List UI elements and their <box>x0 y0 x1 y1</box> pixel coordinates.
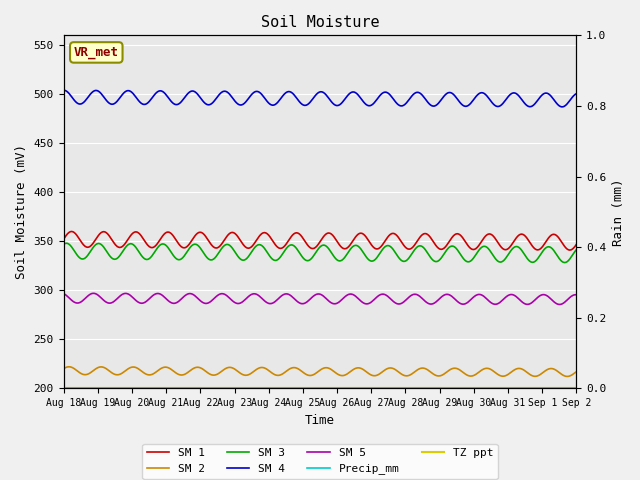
SM 1 <box>325 230 333 236</box>
SM 2 <box>563 373 571 379</box>
Legend: SM 1, SM 2, SM 3, SM 4, SM 5, Precip_mm, TZ ppt: SM 1, SM 2, SM 3, SM 4, SM 5, Precip_mm,… <box>142 444 498 479</box>
SM 5 <box>89 290 97 296</box>
TZ ppt <box>502 385 509 391</box>
SM 3 <box>62 240 70 246</box>
SM 2 <box>572 370 579 375</box>
Line: SM 3: SM 3 <box>63 243 577 263</box>
SM 1 <box>503 247 511 252</box>
TZ ppt <box>77 385 84 391</box>
Y-axis label: Rain (mm): Rain (mm) <box>612 178 625 246</box>
SM 3 <box>325 246 333 252</box>
Precip_mm <box>426 385 433 391</box>
Line: SM 1: SM 1 <box>63 231 577 250</box>
Precip_mm <box>60 385 67 391</box>
SM 3 <box>503 254 511 260</box>
SM 3 <box>573 247 580 252</box>
SM 5 <box>556 301 563 307</box>
SM 1 <box>572 243 579 249</box>
SM 5 <box>60 291 67 297</box>
SM 2 <box>573 369 580 374</box>
SM 2 <box>60 366 67 372</box>
SM 1 <box>60 237 67 242</box>
Precip_mm <box>93 385 101 391</box>
TZ ppt <box>568 385 576 391</box>
Precip_mm <box>573 385 580 391</box>
SM 1 <box>79 240 86 246</box>
SM 1 <box>68 228 76 234</box>
SM 4 <box>324 94 332 99</box>
SM 3 <box>572 248 579 254</box>
SM 1 <box>95 233 102 239</box>
X-axis label: Time: Time <box>305 414 335 427</box>
TZ ppt <box>573 385 580 391</box>
Precip_mm <box>502 385 509 391</box>
SM 5 <box>503 293 511 299</box>
SM 5 <box>325 298 333 304</box>
SM 2 <box>503 372 511 378</box>
Line: SM 2: SM 2 <box>63 367 577 376</box>
TZ ppt <box>93 385 101 391</box>
SM 4 <box>60 87 67 93</box>
SM 3 <box>79 256 86 262</box>
SM 4 <box>558 104 566 110</box>
SM 2 <box>325 365 333 371</box>
SM 5 <box>427 301 435 307</box>
SM 4 <box>570 93 578 98</box>
SM 4 <box>502 97 509 103</box>
SM 4 <box>77 101 84 107</box>
SM 4 <box>573 91 580 96</box>
SM 5 <box>572 292 579 298</box>
Y-axis label: Soil Moisture (mV): Soil Moisture (mV) <box>15 144 28 279</box>
SM 3 <box>427 254 435 260</box>
SM 4 <box>93 88 101 94</box>
Line: SM 5: SM 5 <box>63 293 577 304</box>
SM 2 <box>427 369 435 375</box>
Text: VR_met: VR_met <box>74 46 119 59</box>
SM 4 <box>426 101 433 107</box>
Precip_mm <box>324 385 332 391</box>
Precip_mm <box>77 385 84 391</box>
Title: Soil Moisture: Soil Moisture <box>260 15 380 30</box>
SM 2 <box>95 365 102 371</box>
SM 2 <box>79 371 86 377</box>
SM 5 <box>95 292 102 298</box>
SM 3 <box>95 240 102 246</box>
TZ ppt <box>426 385 433 391</box>
SM 3 <box>60 241 67 247</box>
SM 1 <box>427 235 435 240</box>
Precip_mm <box>568 385 576 391</box>
Line: SM 4: SM 4 <box>63 90 577 107</box>
SM 5 <box>77 299 84 305</box>
SM 2 <box>65 364 73 370</box>
TZ ppt <box>60 385 67 391</box>
SM 1 <box>573 241 580 247</box>
SM 3 <box>561 260 568 265</box>
TZ ppt <box>324 385 332 391</box>
SM 1 <box>566 247 573 253</box>
SM 5 <box>573 292 580 298</box>
